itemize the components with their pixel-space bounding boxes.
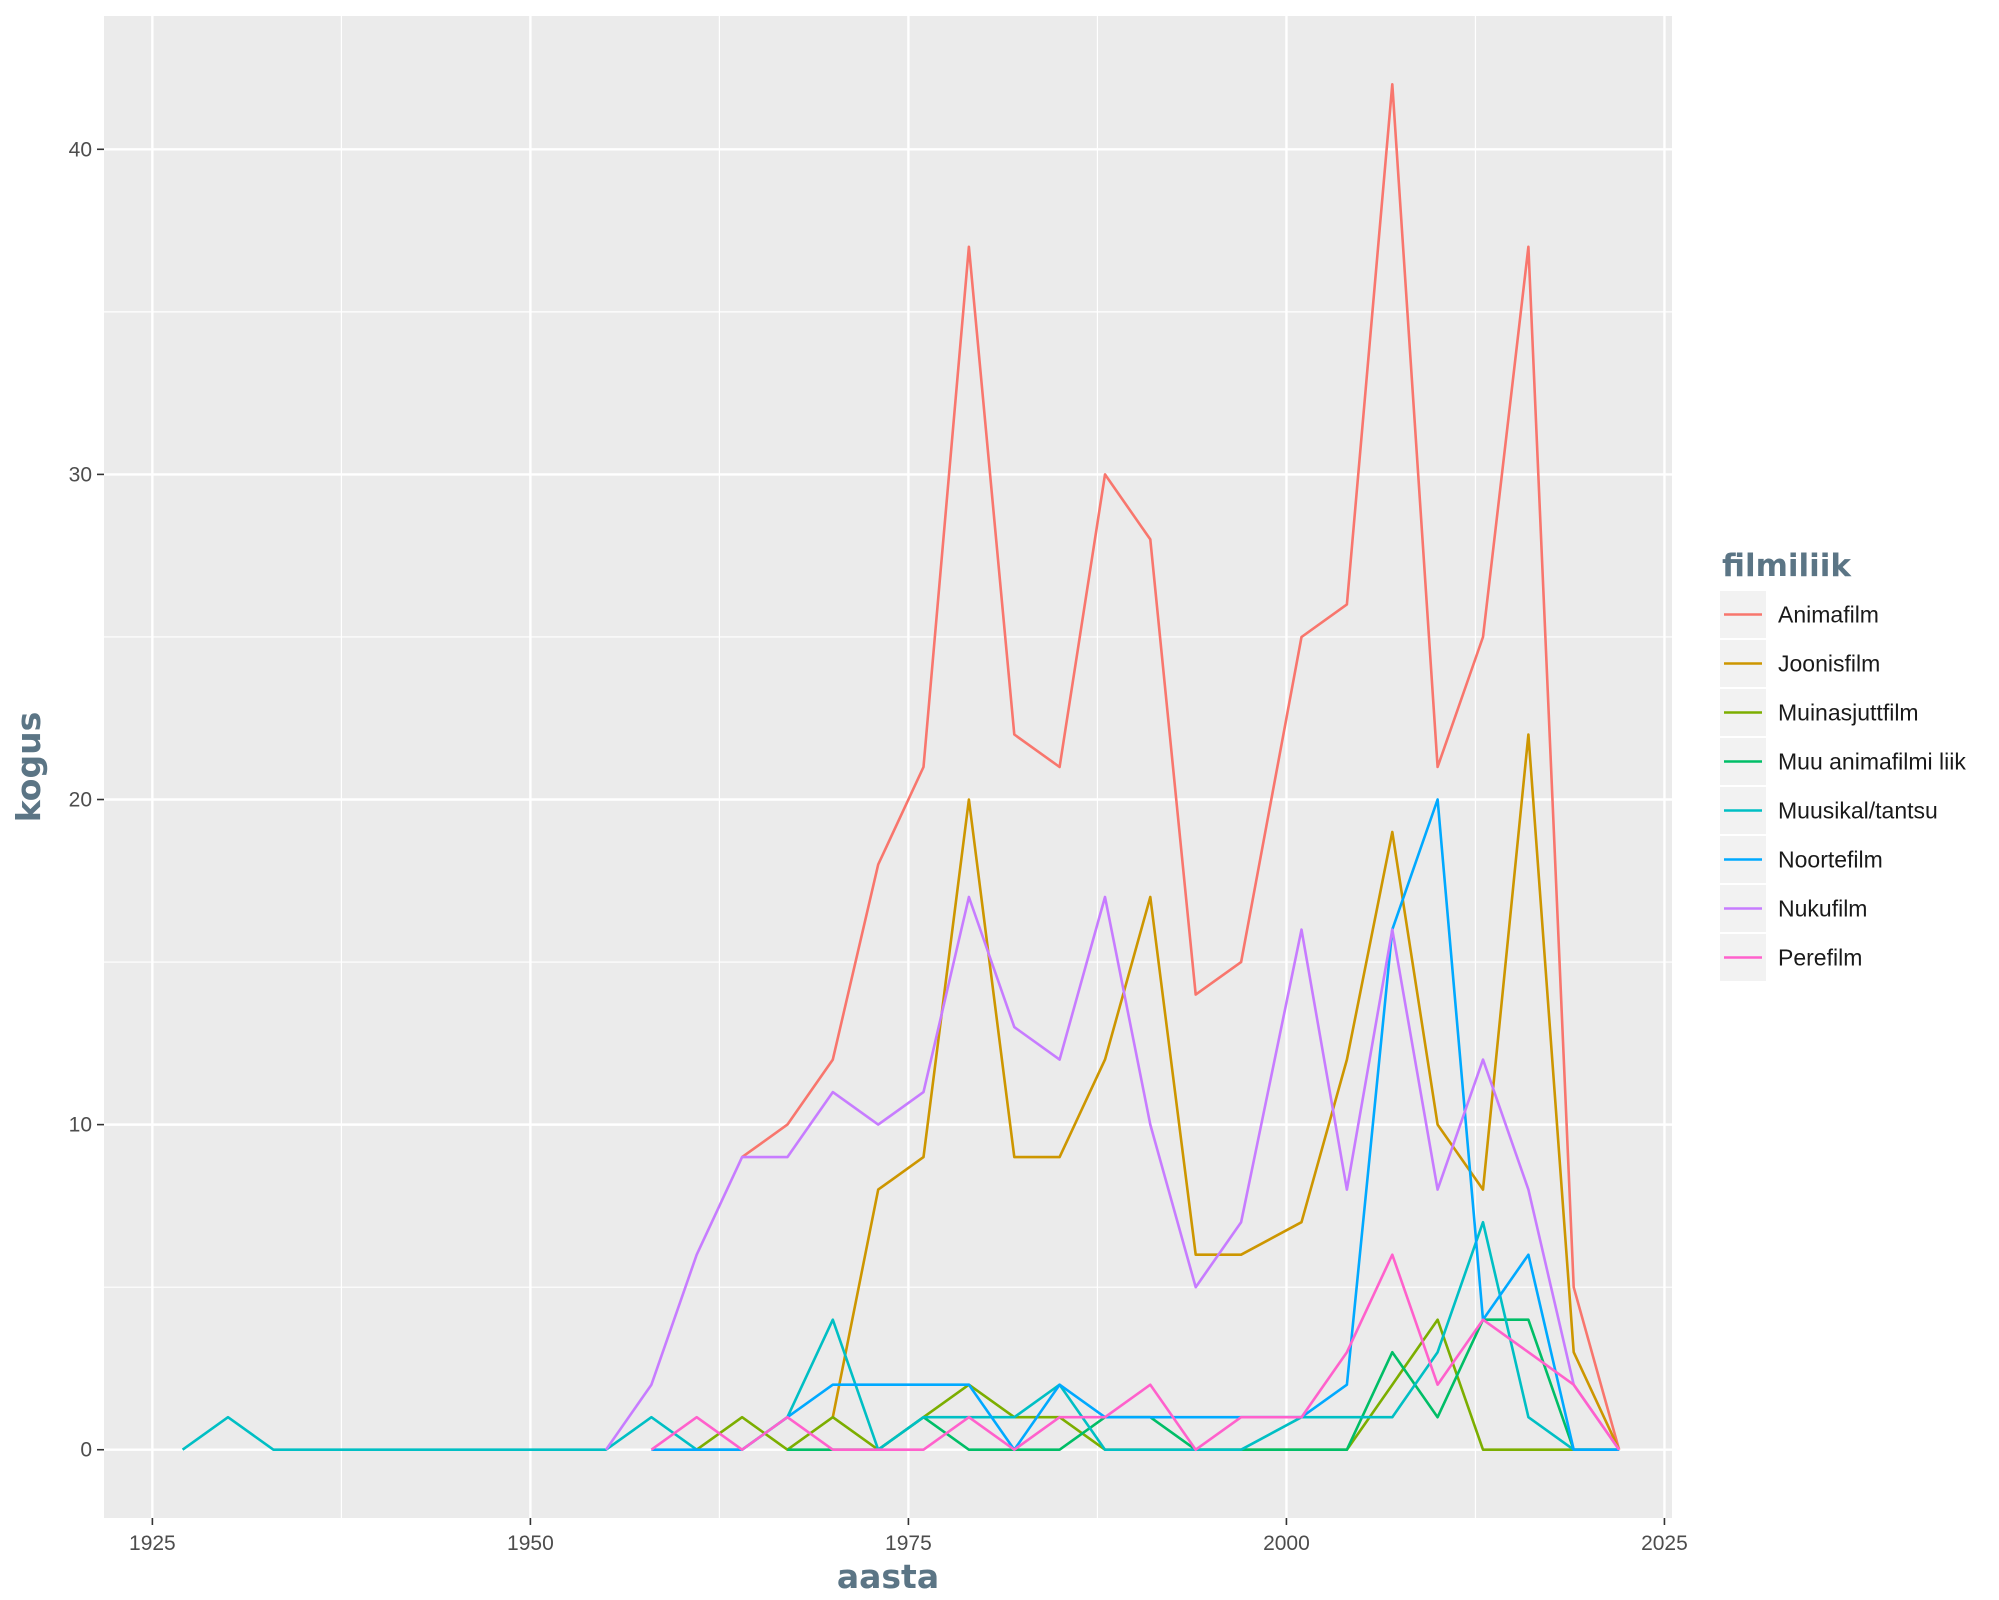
series-line-noortefilm — [651, 798, 1620, 1451]
legend-label: Joonisfilm — [1778, 651, 1880, 677]
legend-item-animafilm: Animafilm — [1720, 591, 1879, 638]
series-lines — [181, 83, 1621, 1451]
legend-item-nukufilm: Nukufilm — [1720, 885, 1867, 932]
legend-item-perefilm: Perefilm — [1720, 934, 1862, 981]
legend-label: Nukufilm — [1778, 896, 1867, 922]
legend-label: Noortefilm — [1778, 847, 1883, 873]
legend-label: Muu animafilmi liik — [1778, 749, 1966, 775]
legend-label: Perefilm — [1778, 945, 1862, 971]
y-tick-label: 20 — [69, 789, 92, 812]
x-tick-label: 1975 — [885, 1532, 932, 1555]
legend-item-muu-animafilmi-liik: Muu animafilmi liik — [1720, 738, 1966, 785]
legend-label: Muusikal/tantsu — [1778, 798, 1938, 824]
y-axis: 0 10 20 30 40 — [69, 138, 104, 1462]
y-tick-label: 40 — [69, 138, 92, 161]
x-axis: 1925 1950 1975 2000 2025 — [129, 1518, 1688, 1555]
x-axis-title: aasta — [837, 1557, 939, 1596]
legend-item-joonisfilm: Joonisfilm — [1720, 640, 1880, 687]
series-line-perefilm — [650, 1253, 1621, 1451]
legend-label: Animafilm — [1778, 602, 1879, 628]
legend-label: Muinasjuttfilm — [1778, 700, 1919, 726]
x-tick-label: 2000 — [1263, 1532, 1310, 1555]
y-axis-title: kogus — [9, 712, 48, 823]
x-tick-label: 2025 — [1641, 1532, 1688, 1555]
x-tick-label: 1950 — [507, 1532, 554, 1555]
legend-title: filmiliik — [1722, 548, 1852, 584]
x-tick-label: 1925 — [129, 1532, 176, 1555]
plot-panel — [104, 16, 1672, 1518]
series-line-animafilm — [741, 83, 1621, 1451]
series-line-muusikal-tantsu — [181, 1220, 1620, 1451]
y-tick-label: 10 — [69, 1114, 92, 1137]
grid-minor — [104, 16, 1672, 1518]
series-line-nukufilm — [604, 895, 1621, 1451]
legend-item-muusikal-tantsu: Muusikal/tantsu — [1720, 787, 1938, 834]
y-tick-label: 0 — [80, 1439, 92, 1462]
legend: filmiliik Animafilm Joonisfilm Muinasjuttf… — [1720, 548, 1966, 981]
legend-item-noortefilm: Noortefilm — [1720, 836, 1883, 883]
legend-item-muinasjuttfilm: Muinasjuttfilm — [1720, 689, 1919, 736]
y-tick-label: 30 — [69, 463, 92, 486]
